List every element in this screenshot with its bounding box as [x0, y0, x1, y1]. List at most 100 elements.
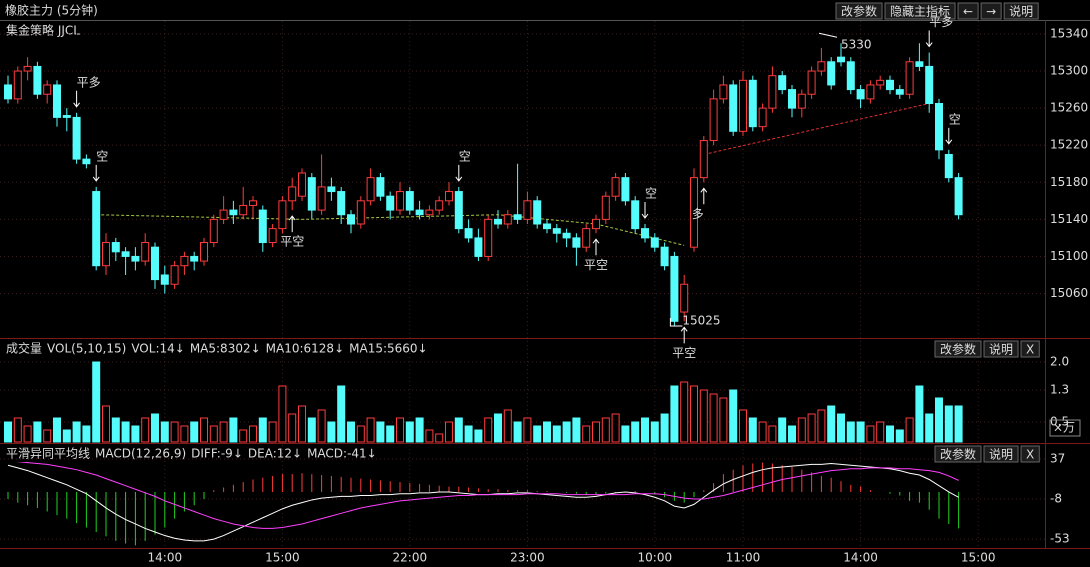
volume-bar	[494, 413, 502, 443]
button[interactable]: 改参数	[934, 445, 982, 463]
strategy-line	[96, 214, 685, 246]
button[interactable]: ←	[957, 2, 979, 20]
unit-label: ×万	[1053, 421, 1075, 435]
candle-body	[699, 140, 708, 179]
volume-bar	[523, 417, 532, 443]
button-label[interactable]: 说明	[989, 447, 1013, 462]
volume-bar	[699, 389, 708, 443]
y-tick-label: 2.0	[1050, 355, 1069, 369]
volume-bar	[131, 425, 140, 443]
y-tick-label: 0.5	[1050, 415, 1069, 429]
candle-body	[111, 242, 120, 253]
volume-bar	[141, 417, 150, 443]
candle-body	[356, 200, 365, 225]
candle-body	[709, 98, 718, 142]
candle-body	[347, 214, 355, 225]
button[interactable]: 改参数	[934, 340, 982, 358]
candle-body	[141, 242, 150, 262]
volume-bar	[670, 385, 679, 443]
volume-bar	[562, 421, 571, 443]
candle-body	[729, 84, 738, 132]
candle-body	[435, 200, 444, 211]
candle-body	[582, 228, 591, 248]
strategy-line	[703, 103, 930, 155]
button[interactable]: 说明	[1003, 2, 1039, 20]
candle-body	[827, 61, 836, 86]
volume-bar	[72, 421, 81, 443]
x-tick-label: 23:00	[510, 551, 545, 565]
candle-body	[102, 242, 110, 267]
candle-body	[23, 65, 32, 72]
y-tick-label: 15220	[1050, 138, 1088, 152]
candle-body	[249, 200, 257, 206]
volume-bar	[641, 417, 649, 443]
candle-body	[915, 61, 924, 67]
volume-bar	[386, 425, 395, 443]
button-label[interactable]: 说明	[1009, 4, 1033, 19]
signal-arrow	[641, 201, 649, 219]
candle-body	[631, 200, 640, 230]
button-label[interactable]: 隐藏主指标	[890, 4, 950, 19]
panel-header: VOL(5,10,15)	[47, 342, 126, 356]
candle-body	[445, 191, 453, 202]
button-label[interactable]: →	[986, 5, 996, 19]
volume-bar	[278, 385, 287, 443]
volume-bar	[552, 425, 561, 443]
volume-bar	[611, 413, 620, 443]
volume-bar	[200, 417, 208, 443]
button-label[interactable]: 说明	[989, 342, 1013, 357]
candle-body	[778, 75, 787, 91]
volume-bar	[288, 413, 297, 443]
panel-header: VOL:14↓	[131, 342, 185, 356]
volume-bar	[219, 421, 228, 443]
volume-bar	[739, 409, 747, 443]
candle-body	[650, 237, 659, 248]
x-tick-label: 22:00	[393, 551, 428, 565]
volume-bar	[503, 409, 512, 443]
button-label[interactable]: X	[1026, 343, 1034, 357]
button-label[interactable]: X	[1026, 448, 1034, 462]
button[interactable]: 说明	[983, 445, 1019, 463]
candle-body	[807, 70, 816, 95]
volume-bar	[866, 425, 875, 443]
volume-bar	[817, 409, 826, 443]
signal-arrow	[680, 326, 688, 344]
candle-body	[72, 116, 81, 160]
candle-body	[611, 177, 620, 197]
macd	[7, 462, 960, 546]
candle-body	[327, 186, 336, 193]
candle-body	[415, 209, 424, 216]
panel-header: 平滑异同平均线	[6, 447, 90, 461]
button[interactable]: 改参数	[835, 2, 883, 20]
y-tick-label: 15340	[1050, 26, 1088, 40]
candle-body	[895, 89, 904, 95]
button[interactable]: X	[1020, 340, 1040, 358]
volume-bar	[425, 429, 434, 443]
volume-bar	[43, 429, 52, 443]
volume-bar	[533, 425, 542, 443]
volume-bar	[807, 413, 816, 443]
candle-body	[92, 191, 101, 267]
volume-bar	[33, 421, 42, 443]
volume-bar	[209, 425, 218, 443]
button-label[interactable]: ←	[963, 5, 973, 19]
button[interactable]: X	[1020, 445, 1040, 463]
volume-bar	[180, 425, 189, 443]
button[interactable]: →	[980, 2, 1002, 20]
candle-body	[288, 186, 297, 202]
candle-body	[905, 61, 914, 95]
volume-bar	[719, 397, 728, 443]
candle-body	[817, 61, 826, 72]
button-frame	[934, 340, 982, 358]
button-label[interactable]: 改参数	[940, 447, 976, 462]
volume-bar	[680, 381, 689, 443]
candle-body	[503, 214, 512, 225]
button-label[interactable]: 改参数	[940, 342, 976, 357]
volume-bar	[4, 421, 12, 443]
button[interactable]: 说明	[983, 340, 1019, 358]
candle-body	[464, 228, 473, 239]
button[interactable]: 隐藏主指标	[884, 2, 956, 20]
volume-bar	[797, 417, 806, 443]
button-label[interactable]: 改参数	[841, 4, 877, 19]
button-frame	[957, 2, 979, 20]
